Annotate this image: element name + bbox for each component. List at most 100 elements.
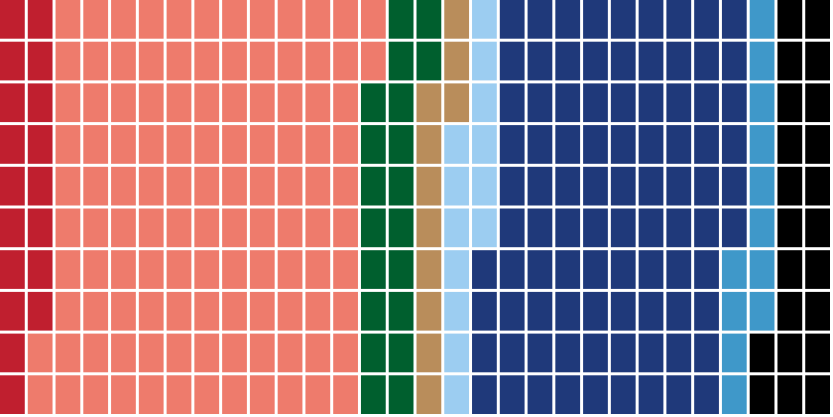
waffle-cell <box>694 41 719 81</box>
waffle-cell <box>610 333 636 373</box>
waffle-cell <box>472 333 497 373</box>
waffle-cell <box>472 125 497 164</box>
waffle-cell <box>610 250 636 289</box>
waffle-cell <box>388 208 414 248</box>
waffle-cell <box>360 333 386 373</box>
waffle-cell <box>499 333 525 373</box>
waffle-cell <box>527 83 553 123</box>
waffle-cell <box>610 166 636 206</box>
waffle-cell <box>416 166 442 206</box>
waffle-cell <box>666 291 692 331</box>
waffle-cell <box>305 208 331 248</box>
waffle-cell <box>721 333 747 373</box>
waffle-cell <box>166 333 192 373</box>
waffle-cell <box>721 83 747 123</box>
waffle-cell <box>666 83 692 123</box>
waffle-cell <box>333 0 358 39</box>
waffle-cell <box>55 41 81 81</box>
waffle-cell <box>416 250 442 289</box>
waffle-cell <box>0 208 25 248</box>
waffle-cell <box>388 41 414 81</box>
waffle-cell <box>55 375 81 414</box>
waffle-cell <box>777 83 803 123</box>
waffle-cell <box>527 166 553 206</box>
waffle-cell <box>583 83 608 123</box>
waffle-cell <box>527 375 553 414</box>
waffle-cell <box>55 0 81 39</box>
waffle-cell <box>333 375 358 414</box>
waffle-cell <box>194 83 220 123</box>
waffle-cell <box>27 250 53 289</box>
waffle-cell <box>416 83 442 123</box>
waffle-cell <box>55 125 81 164</box>
waffle-cell <box>249 208 275 248</box>
waffle-cell <box>388 291 414 331</box>
waffle-cell <box>721 208 747 248</box>
waffle-cell <box>222 83 247 123</box>
waffle-cell <box>360 125 386 164</box>
waffle-cell <box>360 0 386 39</box>
waffle-cell <box>777 125 803 164</box>
waffle-cell <box>416 291 442 331</box>
waffle-cell <box>527 250 553 289</box>
waffle-cell <box>694 166 719 206</box>
waffle-cell <box>194 0 220 39</box>
waffle-cell <box>83 41 109 81</box>
waffle-cell <box>416 125 442 164</box>
waffle-cell <box>555 333 581 373</box>
waffle-cell <box>249 41 275 81</box>
waffle-cell <box>499 41 525 81</box>
waffle-cell <box>0 250 25 289</box>
waffle-cell <box>388 166 414 206</box>
waffle-cell <box>55 83 81 123</box>
waffle-cell <box>249 125 275 164</box>
waffle-cell <box>333 333 358 373</box>
waffle-cell <box>360 208 386 248</box>
waffle-cell <box>138 250 164 289</box>
waffle-cell <box>499 291 525 331</box>
waffle-cell <box>333 41 358 81</box>
waffle-cell <box>0 83 25 123</box>
waffle-cell <box>55 291 81 331</box>
waffle-cell <box>499 375 525 414</box>
waffle-cell <box>805 375 830 414</box>
waffle-cell <box>83 166 109 206</box>
waffle-cell <box>83 208 109 248</box>
waffle-cell <box>555 166 581 206</box>
waffle-cell <box>472 250 497 289</box>
waffle-cell <box>444 166 470 206</box>
waffle-cell <box>527 208 553 248</box>
waffle-cell <box>333 250 358 289</box>
waffle-cell <box>638 250 664 289</box>
waffle-cell <box>638 375 664 414</box>
waffle-cell <box>694 375 719 414</box>
waffle-cell <box>27 125 53 164</box>
waffle-cell <box>638 333 664 373</box>
waffle-cell <box>666 208 692 248</box>
waffle-cell <box>0 125 25 164</box>
waffle-cell <box>555 125 581 164</box>
waffle-cell <box>610 0 636 39</box>
waffle-cell <box>638 83 664 123</box>
waffle-cell <box>166 291 192 331</box>
waffle-cell <box>166 125 192 164</box>
waffle-cell <box>721 41 747 81</box>
waffle-cell <box>749 166 775 206</box>
waffle-cell <box>416 375 442 414</box>
waffle-cell <box>749 333 775 373</box>
waffle-cell <box>277 41 303 81</box>
waffle-cell <box>610 125 636 164</box>
waffle-cell <box>666 125 692 164</box>
waffle-cell <box>610 41 636 81</box>
waffle-cell <box>305 41 331 81</box>
waffle-cell <box>138 333 164 373</box>
waffle-cell <box>83 83 109 123</box>
waffle-cell <box>444 125 470 164</box>
waffle-cell <box>0 291 25 331</box>
waffle-cell <box>555 41 581 81</box>
waffle-cell <box>194 125 220 164</box>
waffle-cell <box>277 166 303 206</box>
waffle-cell <box>472 166 497 206</box>
waffle-cell <box>360 166 386 206</box>
waffle-cell <box>222 250 247 289</box>
